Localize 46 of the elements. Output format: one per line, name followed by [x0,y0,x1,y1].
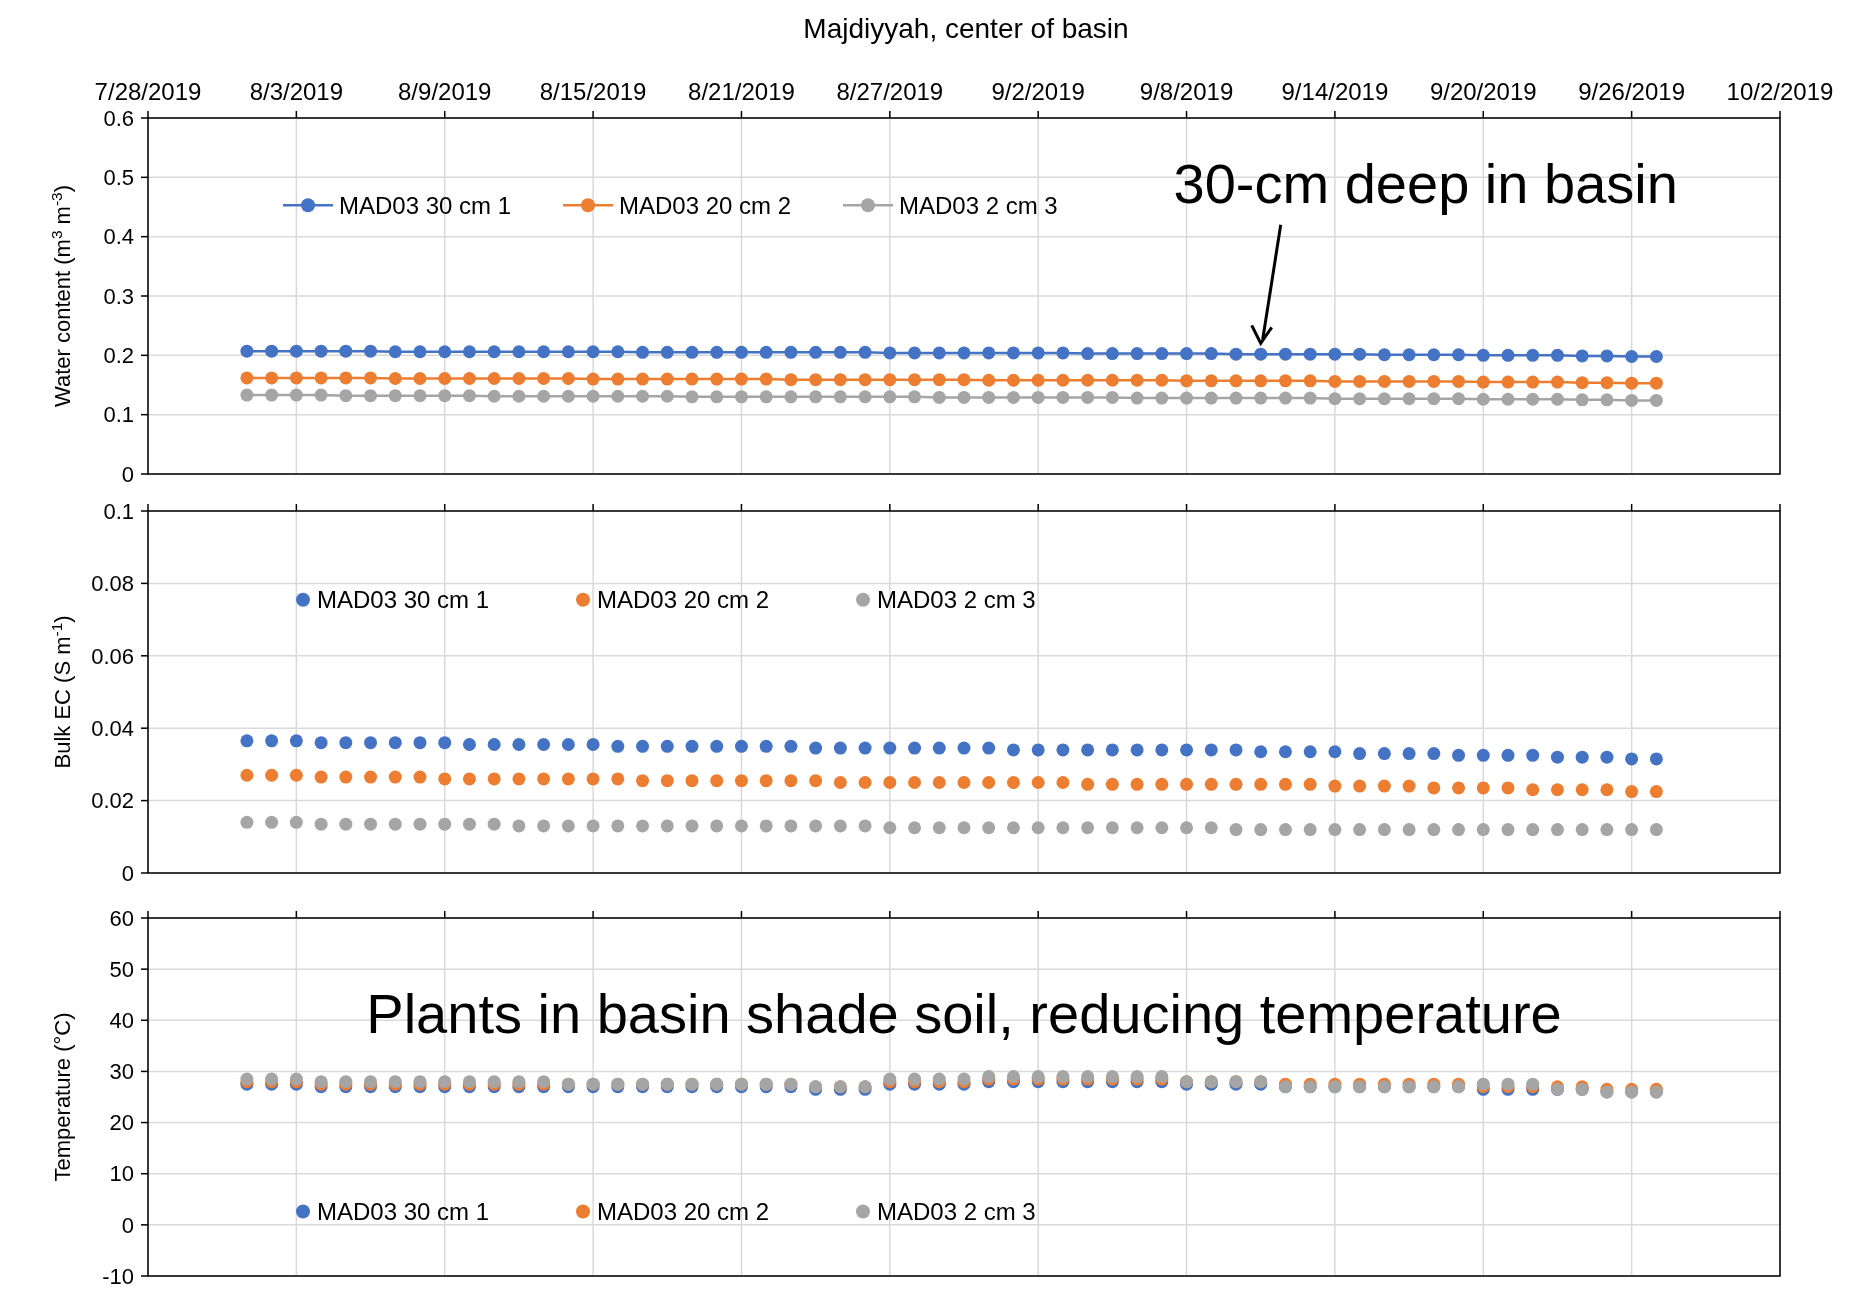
y-tick-label: 50 [109,956,134,982]
x-tick-label: 9/26/2019 [1578,78,1686,105]
x-tick-label: 9/14/2019 [1281,78,1389,105]
y-tick-label: 0.08 [91,571,134,597]
legend-label: MAD03 30 cm 1 [339,191,512,219]
x-tick-label: 9/8/2019 [1139,78,1234,105]
y-tick-label: 0.5 [103,165,134,191]
y-tick-label: 0.3 [103,283,134,309]
x-tick-label: 8/27/2019 [836,78,944,105]
y-tick-label: 0 [121,1212,134,1238]
legend-label: MAD03 30 cm 1 [317,1197,490,1225]
y-tick-label: 30 [109,1059,134,1085]
x-tick-label: 7/28/2019 [94,78,202,105]
x-tick-label: 8/21/2019 [688,78,795,105]
y-tick-label: 0.02 [91,788,134,814]
x-tick-label: 9/20/2019 [1429,78,1537,105]
legend-label: MAD03 20 cm 2 [597,1197,770,1225]
y-tick-label: 60 [109,905,134,931]
y-tick-label: 0 [121,461,134,487]
annotation: 30-cm deep in basin [1173,152,1678,216]
annotation: Plants in basin shade soil, reducing temperature [366,981,1562,1045]
y-tick-label: -10 [102,1263,134,1289]
legend-label: MAD03 2 cm 3 [877,586,1036,614]
y-tick-label: 0 [121,860,134,886]
legend-label: MAD03 2 cm 3 [877,1197,1036,1225]
x-tick-label: 8/9/2019 [398,78,492,105]
y-tick-label: 0.06 [91,643,134,669]
legend-label: MAD03 2 cm 3 [899,191,1058,219]
y-tick-label: 0.4 [103,224,134,250]
chart-title: Majdiyyah, center of basin [803,13,1129,44]
y-tick-label: 0.2 [103,343,134,369]
y-axis-title: Temperature (°C) [50,1012,75,1182]
x-tick-label: 8/15/2019 [539,78,647,105]
legend-label: MAD03 20 cm 2 [619,191,792,219]
y-tick-label: 0.04 [91,715,134,741]
x-tick-label: 8/3/2019 [249,78,344,105]
y-tick-label: 0.6 [103,105,134,131]
y-tick-label: 0.1 [103,402,134,428]
legend-label: MAD03 30 cm 1 [317,586,490,614]
y-tick-label: 40 [109,1007,134,1033]
y-tick-label: 20 [109,1110,134,1136]
legend-label: MAD03 20 cm 2 [597,586,770,614]
y-tick-label: 10 [109,1161,134,1187]
x-tick-label: 10/2/2019 [1726,78,1834,105]
x-tick-label: 9/2/2019 [991,78,1085,105]
y-tick-label: 0.1 [103,498,134,524]
